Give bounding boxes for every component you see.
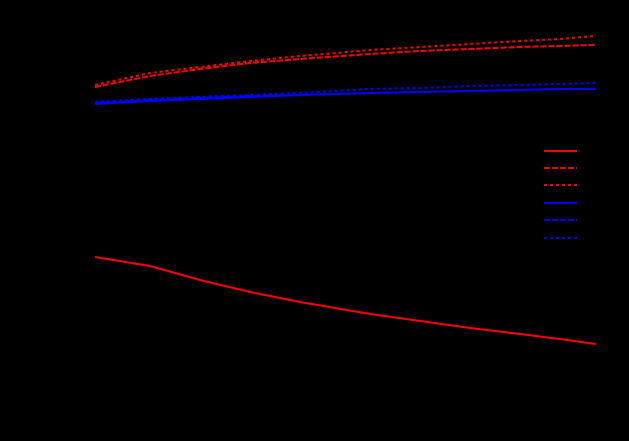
series-line-6 <box>94 82 597 103</box>
series-line-3 <box>94 35 597 86</box>
plot-series <box>94 35 597 345</box>
series-line-5 <box>94 88 596 104</box>
series-line-2 <box>94 44 597 88</box>
legend <box>544 150 577 239</box>
series-line-1 <box>94 256 597 345</box>
